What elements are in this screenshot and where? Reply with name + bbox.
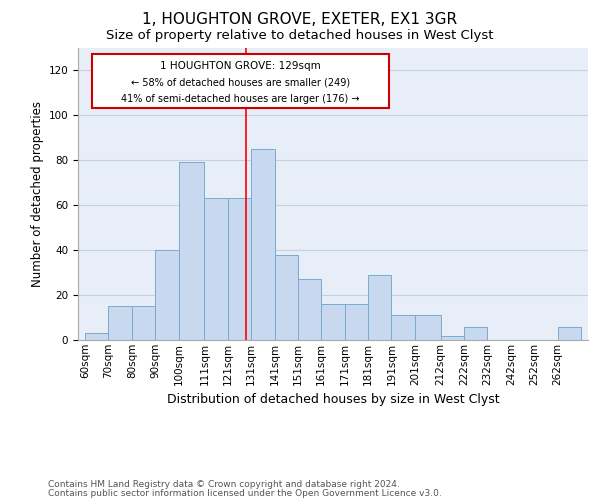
Text: ← 58% of detached houses are smaller (249): ← 58% of detached houses are smaller (24… <box>131 78 350 88</box>
Bar <box>415 315 440 340</box>
Bar <box>344 304 368 340</box>
Text: Contains HM Land Registry data © Crown copyright and database right 2024.: Contains HM Land Registry data © Crown c… <box>48 480 400 489</box>
Bar <box>132 306 155 340</box>
Text: 1, HOUGHTON GROVE, EXETER, EX1 3GR: 1, HOUGHTON GROVE, EXETER, EX1 3GR <box>142 12 458 28</box>
Bar <box>85 333 109 340</box>
Text: Contains public sector information licensed under the Open Government Licence v3: Contains public sector information licen… <box>48 488 442 498</box>
Bar <box>464 326 487 340</box>
Bar <box>440 336 464 340</box>
Bar <box>275 254 298 340</box>
Bar <box>155 250 179 340</box>
Bar <box>251 149 275 340</box>
Bar <box>391 315 415 340</box>
Bar <box>228 198 251 340</box>
Y-axis label: Number of detached properties: Number of detached properties <box>31 101 44 287</box>
Text: Size of property relative to detached houses in West Clyst: Size of property relative to detached ho… <box>106 29 494 42</box>
Bar <box>557 326 581 340</box>
Bar <box>205 198 228 340</box>
Bar <box>298 279 322 340</box>
Bar <box>179 162 205 340</box>
Bar <box>109 306 132 340</box>
FancyBboxPatch shape <box>92 54 389 108</box>
X-axis label: Distribution of detached houses by size in West Clyst: Distribution of detached houses by size … <box>167 393 499 406</box>
Bar <box>322 304 344 340</box>
Text: 41% of semi-detached houses are larger (176) →: 41% of semi-detached houses are larger (… <box>121 94 360 104</box>
Bar <box>368 274 391 340</box>
Text: 1 HOUGHTON GROVE: 129sqm: 1 HOUGHTON GROVE: 129sqm <box>160 61 321 71</box>
